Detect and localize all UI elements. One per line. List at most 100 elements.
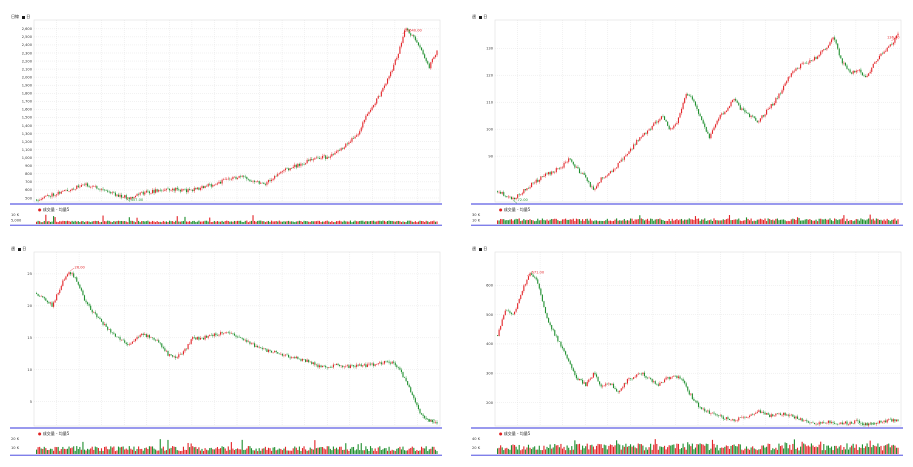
volume-bar (883, 445, 885, 454)
volume-bar (383, 448, 385, 454)
volume-bar (592, 446, 594, 454)
volume-bar (352, 446, 355, 454)
volume-bar (594, 449, 596, 454)
candle-body (178, 189, 180, 191)
volume-bar (736, 446, 738, 454)
candle-body (795, 68, 797, 71)
candle-body (554, 330, 556, 336)
candle-body (294, 164, 296, 167)
candle-body (860, 69, 862, 73)
candle-body (646, 130, 649, 134)
candle-body (79, 186, 81, 188)
volume-bar (668, 445, 670, 454)
volume-bar (535, 449, 537, 454)
candle-body (76, 185, 78, 190)
volume-bar (832, 221, 834, 224)
volume-bar (300, 450, 302, 454)
candle-body (762, 115, 765, 117)
color-swatch-icon[interactable] (18, 247, 22, 251)
volume-bar (778, 443, 780, 454)
volume-bar (286, 450, 288, 454)
candle-body (648, 129, 650, 131)
volume-bar (643, 450, 645, 454)
volume-bar (105, 221, 107, 224)
volume-bar (821, 219, 823, 224)
volume-bar (134, 451, 137, 454)
candle-body (851, 72, 853, 74)
volume-bar (128, 217, 130, 224)
candle-body (117, 194, 120, 197)
volume-bar (745, 446, 748, 454)
volume-bar (650, 218, 652, 224)
volume-bar (872, 218, 874, 224)
candle-body (665, 120, 667, 122)
volume-bar (891, 219, 893, 224)
volume-bar (162, 446, 164, 454)
candle-body (130, 343, 132, 345)
volume-legend: ● 成交量 - 均量5 (499, 431, 531, 436)
candle-body (301, 163, 304, 165)
color-swatch-icon[interactable] (479, 15, 483, 19)
volume-bar (155, 222, 157, 224)
volume-bar (660, 446, 663, 454)
volume-bar (790, 449, 792, 454)
volume-bar (840, 445, 842, 454)
volume-bar (517, 449, 519, 454)
volume-bar (569, 219, 571, 224)
candle-body (40, 199, 42, 201)
chart-toggle-label[interactable]: 日 (22, 246, 27, 251)
candle-body (546, 173, 548, 175)
volume-bar (866, 219, 868, 224)
volume-bar (540, 450, 542, 454)
candle-body (155, 339, 157, 341)
candle-body (670, 128, 672, 130)
candle-body (871, 423, 873, 424)
volume-bar (133, 221, 135, 224)
color-swatch-icon[interactable] (22, 15, 26, 19)
volume-bar (626, 446, 628, 454)
volume-bar (79, 222, 81, 224)
volume-bar (888, 443, 890, 454)
candle-body (131, 341, 133, 344)
candle-body (671, 128, 673, 129)
volume-bar (894, 445, 896, 454)
volume-bar (322, 221, 324, 224)
candle-body (232, 177, 234, 179)
candle-body (124, 195, 126, 198)
candle-body (524, 284, 526, 286)
volume-bar (317, 220, 319, 224)
volume-bar (892, 444, 894, 454)
price-tick-label: 15 (27, 336, 32, 340)
volume-bar (710, 219, 712, 224)
candle-body (868, 423, 870, 426)
candle-body (400, 42, 403, 47)
chart-toggle-label[interactable]: 日 (483, 14, 488, 19)
volume-bar (141, 448, 143, 454)
candle-body (718, 415, 720, 416)
candle-body (396, 57, 398, 60)
candle-body (36, 199, 38, 201)
volume-bar (88, 221, 90, 224)
volume-bar (425, 446, 427, 454)
candle-body (749, 113, 751, 117)
color-swatch-icon[interactable] (479, 247, 483, 251)
candle-body (527, 276, 530, 280)
volume-bar (269, 221, 271, 224)
candle-body (82, 290, 84, 296)
candle-body (187, 189, 189, 193)
candle-body (318, 365, 321, 368)
volume-bar (705, 443, 707, 454)
volume-bar (408, 448, 410, 454)
volume-tick-label: 20 K (11, 437, 20, 441)
volume-bar (696, 218, 698, 224)
chart-toggle-label[interactable]: 日 (26, 14, 31, 19)
price-tick-label: 600 (25, 188, 33, 192)
candle-body (164, 189, 166, 191)
volume-bar (156, 450, 158, 454)
candle-body (716, 414, 718, 416)
volume-bar (263, 221, 265, 224)
candle-body (397, 367, 399, 368)
candle-body (813, 423, 816, 425)
volume-bar (897, 447, 899, 454)
chart-toggle-label[interactable]: 日 (483, 246, 488, 251)
